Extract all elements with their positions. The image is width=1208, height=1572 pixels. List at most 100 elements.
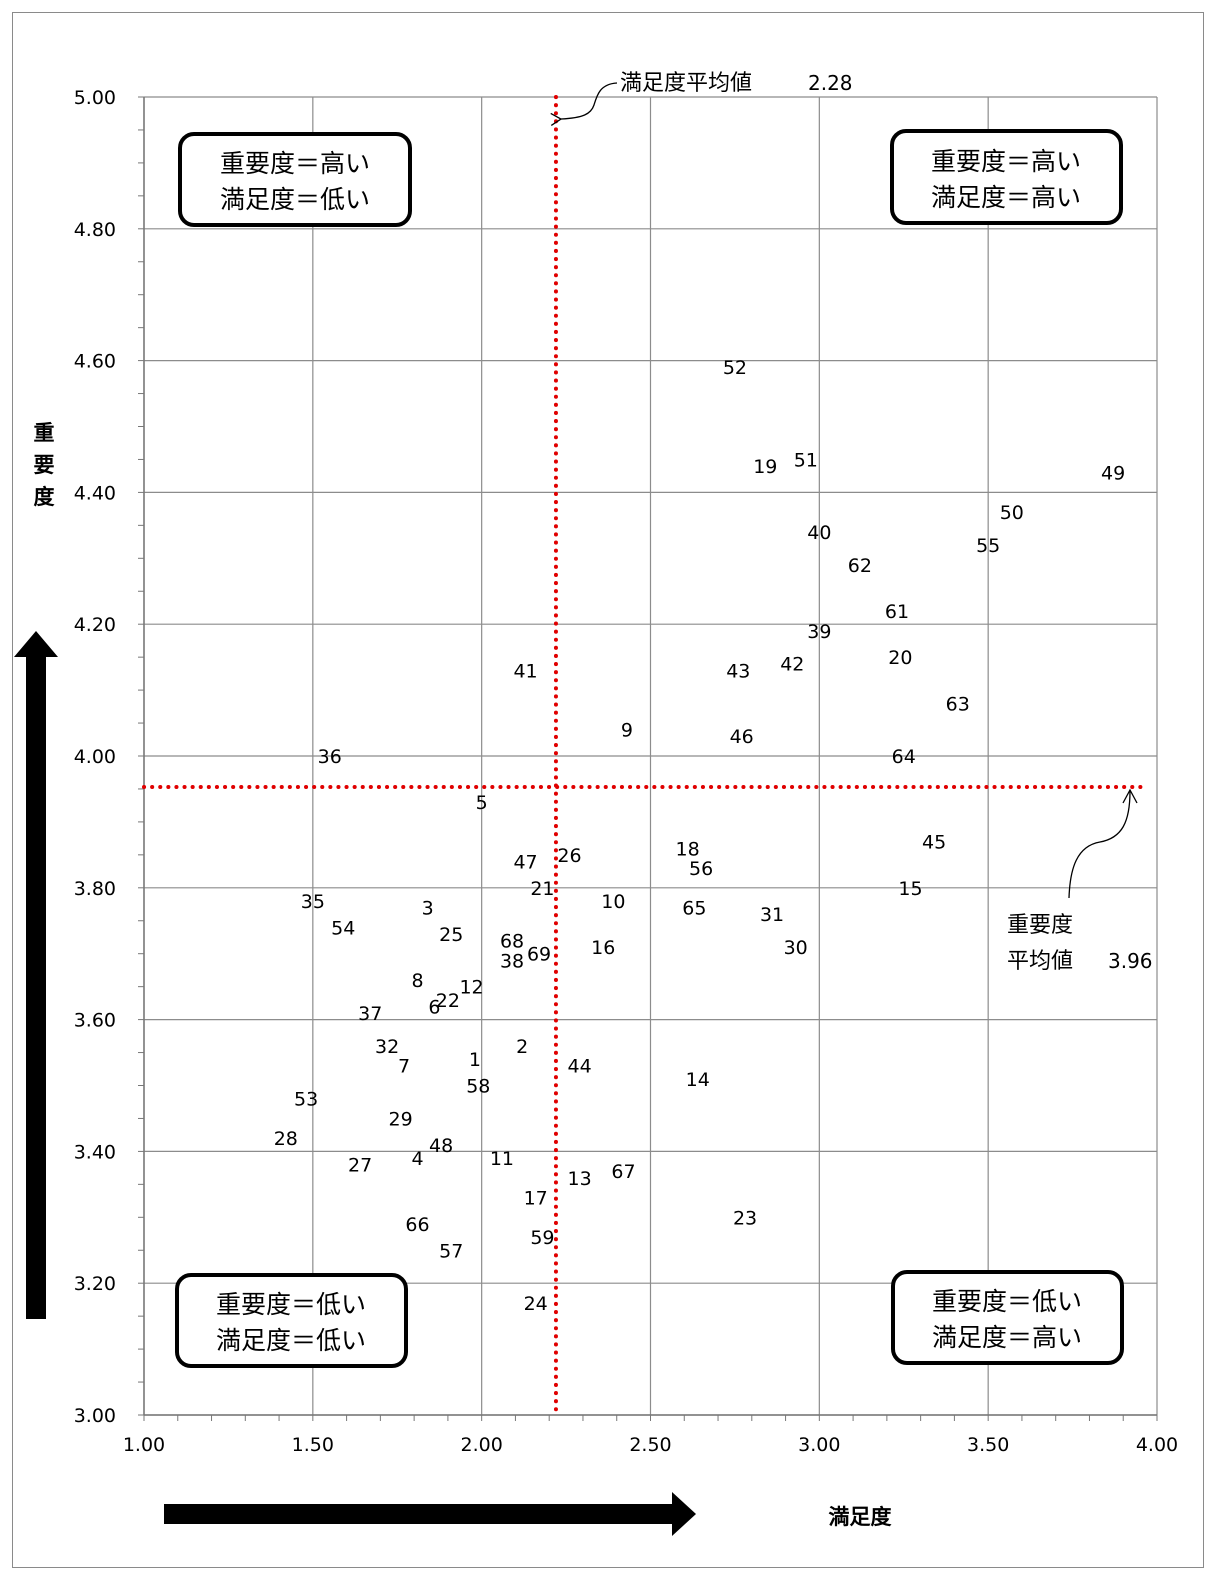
point-label: 20 [888, 647, 912, 669]
point-label: 68 [500, 931, 524, 953]
y-tick-label: 4.20 [74, 614, 116, 636]
point-label: 16 [591, 937, 615, 959]
y-tick-label: 4.60 [74, 351, 116, 373]
x-tick-label: 1.50 [292, 1434, 334, 1456]
point-label: 51 [794, 449, 818, 471]
point-label: 48 [429, 1135, 453, 1157]
x-tick-label: 1.00 [123, 1434, 165, 1456]
svg-text:満足度＝低い: 満足度＝低い [216, 1326, 366, 1355]
mean-satisfaction-label: 満足度平均値 [620, 71, 752, 96]
point-label: 45 [922, 832, 946, 854]
y-direction-arrow [14, 631, 58, 1319]
svg-text:重要度＝高い: 重要度＝高い [220, 149, 370, 178]
mean-satisfaction-value: 2.28 [808, 71, 853, 95]
point-label: 29 [389, 1108, 413, 1130]
point-label: 36 [318, 746, 342, 768]
point-label: 32 [375, 1036, 399, 1058]
point-label: 37 [358, 1003, 382, 1025]
point-label: 26 [557, 845, 581, 867]
point-label: 8 [411, 970, 423, 992]
quadrant-top-left: 重要度＝高い 満足度＝低い [180, 134, 410, 225]
svg-text:満足度＝低い: 満足度＝低い [220, 185, 370, 214]
point-label: 53 [294, 1089, 318, 1111]
point-label: 57 [439, 1240, 463, 1262]
y-tick-label: 4.40 [74, 482, 116, 504]
point-label: 9 [621, 720, 633, 742]
point-label: 39 [807, 621, 831, 643]
x-axis-ticks: 1.00 1.50 2.00 2.50 3.00 3.50 4.00 [123, 1434, 1178, 1456]
svg-text:重要度＝低い: 重要度＝低い [216, 1290, 366, 1319]
point-label: 41 [513, 660, 537, 682]
point-label: 47 [513, 851, 537, 873]
point-label: 35 [301, 891, 325, 913]
point-label: 55 [976, 535, 1000, 557]
mean-importance-value: 3.96 [1108, 949, 1153, 973]
point-label: 13 [567, 1168, 591, 1190]
svg-text:重要度＝低い: 重要度＝低い [932, 1287, 1082, 1316]
point-label: 30 [784, 937, 808, 959]
point-label: 67 [611, 1161, 635, 1183]
mean-importance-label-1: 重要度 [1007, 913, 1073, 938]
point-label: 63 [946, 693, 970, 715]
point-label: 61 [885, 601, 909, 623]
point-label: 69 [527, 944, 551, 966]
point-label: 4 [411, 1148, 423, 1170]
point-label: 50 [1000, 502, 1024, 524]
point-label: 11 [490, 1148, 514, 1170]
point-label: 58 [466, 1076, 490, 1098]
x-axis-label: 満足度 [829, 1505, 892, 1529]
y-tick-label: 3.20 [74, 1273, 116, 1295]
point-label: 66 [405, 1214, 429, 1236]
point-label: 40 [807, 522, 831, 544]
quadrant-bottom-right: 重要度＝低い 満足度＝高い [893, 1272, 1122, 1363]
x-tick-label: 4.00 [1136, 1434, 1178, 1456]
point-label: 23 [733, 1207, 757, 1229]
mean-satisfaction-arrow [561, 83, 617, 119]
point-label: 22 [436, 990, 460, 1012]
y-tick-label: 4.80 [74, 219, 116, 241]
y-tick-label: 5.00 [74, 87, 116, 109]
y-tick-label: 4.00 [74, 746, 116, 768]
x-tick-label: 2.00 [461, 1434, 503, 1456]
point-label: 18 [676, 838, 700, 860]
quadrant-bottom-left: 重要度＝低い 満足度＝低い [177, 1275, 406, 1366]
point-label: 24 [524, 1293, 548, 1315]
x-tick-label: 3.50 [967, 1434, 1009, 1456]
point-label: 46 [730, 726, 754, 748]
point-label: 25 [439, 924, 463, 946]
point-label: 19 [753, 456, 777, 478]
gridlines [138, 97, 1157, 1421]
point-label: 15 [898, 878, 922, 900]
data-points: 1234567891011121314151617181920212223242… [274, 357, 1125, 1315]
point-label: 1 [469, 1049, 481, 1071]
point-label: 64 [892, 746, 916, 768]
y-axis-ticks: 3.00 3.20 3.40 3.60 3.80 4.00 4.20 4.40 4.60 4.80… [74, 87, 116, 1427]
svg-text:重要度: 重要度 [34, 421, 55, 509]
point-label: 27 [348, 1155, 372, 1177]
point-label: 38 [500, 950, 524, 972]
svg-text:満足度＝高い: 満足度＝高い [932, 1323, 1082, 1352]
quadrant-top-right: 重要度＝高い 満足度＝高い [892, 131, 1121, 223]
svg-text:満足度＝高い: 満足度＝高い [931, 183, 1081, 212]
point-label: 59 [530, 1227, 554, 1249]
point-label: 52 [723, 357, 747, 379]
y-tick-label: 3.00 [74, 1405, 116, 1427]
point-label: 54 [331, 917, 355, 939]
point-label: 65 [682, 898, 706, 920]
svg-text:重要度＝高い: 重要度＝高い [931, 147, 1081, 176]
y-tick-label: 3.40 [74, 1141, 116, 1163]
x-direction-arrow [164, 1492, 696, 1536]
point-label: 17 [524, 1188, 548, 1210]
point-label: 28 [274, 1128, 298, 1150]
point-label: 21 [530, 878, 554, 900]
point-label: 44 [567, 1056, 591, 1078]
point-label: 49 [1101, 463, 1125, 485]
point-label: 3 [422, 898, 434, 920]
point-label: 43 [726, 660, 750, 682]
x-tick-label: 3.00 [798, 1434, 840, 1456]
point-label: 31 [760, 904, 784, 926]
mean-importance-label-2: 平均値 [1007, 949, 1073, 974]
point-label: 5 [476, 792, 488, 814]
point-label: 2 [516, 1036, 528, 1058]
